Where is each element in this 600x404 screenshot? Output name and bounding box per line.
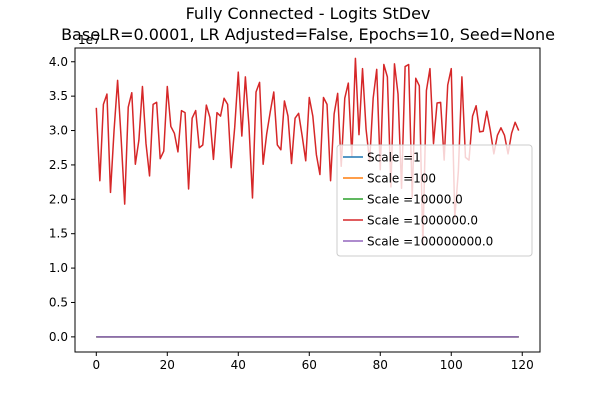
x-tick-label: 40 <box>231 358 246 372</box>
x-tick-label: 120 <box>511 358 534 372</box>
series-lines <box>95 57 520 338</box>
y-tick-label: 1.5 <box>49 227 68 241</box>
legend-label: Scale =1 <box>367 151 421 165</box>
y-tick-label: 0.5 <box>49 295 68 309</box>
y-offset-label: 1e7 <box>78 33 101 47</box>
legend-label: Scale =1000000.0 <box>367 214 478 228</box>
legend-label: Scale =100000000.0 <box>367 235 493 249</box>
legend-label: Scale =100 <box>367 172 436 186</box>
axes: 0 20 40 60 80 100 120 0.0 0.5 1.0 1.5 2.0 2.5 3.0 3.5 4… <box>49 47 541 372</box>
y-tick-label: 3.0 <box>49 124 68 138</box>
y-tick-label: 0.0 <box>49 330 68 344</box>
y-tick-label: 1.0 <box>49 261 68 275</box>
legend: Scale =1 Scale =100 Scale =10000.0 Scale =1… <box>336 144 533 257</box>
x-tick-label: 80 <box>373 358 388 372</box>
legend-box <box>336 144 533 257</box>
chart-subtitle: BaseLR=0.0001, LR Adjusted=False, Epochs… <box>61 25 555 44</box>
x-tick-label: 60 <box>302 358 317 372</box>
y-tick-label: 4.0 <box>49 55 68 69</box>
axes-frame <box>74 47 541 353</box>
series-line-scale-1000000-0 <box>95 57 520 246</box>
y-tick-label: 2.5 <box>49 158 68 172</box>
x-tick-label: 100 <box>440 358 463 372</box>
chart-title: Fully Connected - Logits StDev <box>186 4 431 23</box>
legend-label: Scale =10000.0 <box>367 193 463 207</box>
x-tick-label: 0 <box>92 358 100 372</box>
y-tick-label: 3.5 <box>49 89 68 103</box>
x-tick-label: 20 <box>160 358 175 372</box>
y-tick-label: 2.0 <box>49 192 68 206</box>
